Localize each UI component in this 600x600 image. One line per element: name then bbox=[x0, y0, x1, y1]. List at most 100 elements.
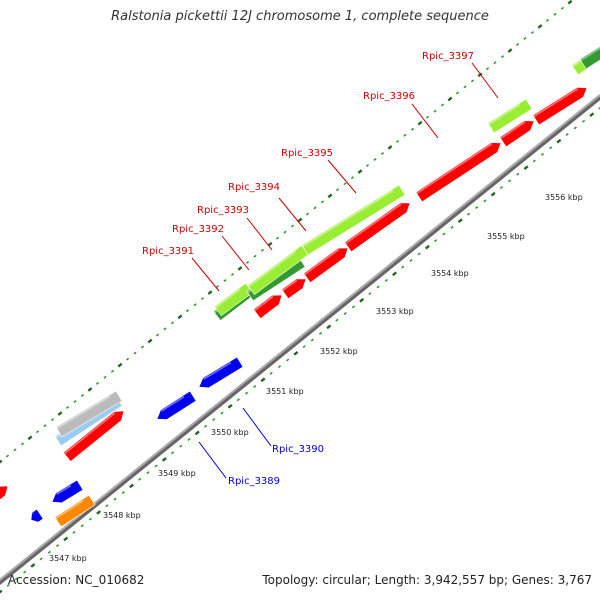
outer-dot-track bbox=[275, 236, 280, 240]
inner-tick-track bbox=[212, 418, 216, 422]
outer-dot-track bbox=[177, 314, 183, 320]
gene-feature bbox=[579, 38, 600, 70]
outer-dot-track bbox=[343, 182, 347, 186]
cds-arrow bbox=[344, 202, 411, 253]
inner-tick-track bbox=[368, 292, 372, 296]
outer-dot-track bbox=[155, 333, 160, 337]
outer-dot-track bbox=[553, 12, 557, 16]
outer-dot-track bbox=[440, 103, 445, 107]
outer-dot-track bbox=[117, 362, 123, 368]
outer-dot-track bbox=[463, 85, 467, 89]
outer-dot-track bbox=[5, 454, 10, 458]
tick-label: 3556 kbp bbox=[545, 193, 583, 202]
inner-tick-track bbox=[507, 179, 512, 183]
inner-tick-track bbox=[442, 232, 446, 236]
inner-tick-track bbox=[179, 444, 183, 448]
cds-arrow bbox=[303, 247, 349, 284]
gene-feature bbox=[487, 98, 533, 134]
outer-dot-track bbox=[133, 351, 137, 355]
outer-dot-track bbox=[57, 411, 63, 416]
outer-dot-track bbox=[523, 36, 527, 41]
inner-tick-track bbox=[424, 244, 430, 250]
gene-label: Rpic_3391 bbox=[142, 246, 194, 257]
outer-dot-track bbox=[103, 375, 107, 379]
outer-dot-track bbox=[395, 139, 400, 143]
inner-tick-track bbox=[556, 138, 562, 144]
outer-dot-track bbox=[200, 297, 205, 301]
inner-tick-track bbox=[589, 112, 595, 117]
outer-dot-track bbox=[403, 133, 407, 137]
inner-tick-track bbox=[516, 172, 520, 176]
outer-dot-track bbox=[447, 96, 453, 102]
inner-tick-track bbox=[417, 252, 421, 256]
inner-tick-track bbox=[113, 497, 117, 501]
cds-arrow-reverse bbox=[198, 356, 244, 389]
outer-dot-track bbox=[373, 157, 377, 162]
genome-summary-text: Topology: circular; Length: 3,942,557 bp… bbox=[262, 573, 592, 587]
outer-dot-track bbox=[327, 193, 333, 199]
inner-tick-track bbox=[532, 159, 536, 163]
inner-tick-track bbox=[121, 491, 125, 495]
inner-tick-track bbox=[450, 225, 454, 229]
inner-tick-track bbox=[490, 191, 496, 197]
outer-dot-track bbox=[80, 393, 85, 397]
cds-arrow bbox=[62, 410, 125, 462]
label-leader bbox=[242, 407, 272, 447]
outer-dot-track bbox=[147, 338, 153, 344]
label-leader bbox=[278, 197, 307, 232]
inner-tick-track bbox=[39, 557, 43, 561]
inner-tick-track bbox=[55, 544, 60, 548]
outer-dot-track bbox=[335, 188, 340, 192]
labels: 3547 kbp 3548 kbp 3549 kbp 3550 kbp 3551 kbp… bbox=[49, 51, 583, 563]
inner-tick-track bbox=[154, 464, 158, 468]
tick-label: 3555 kbp bbox=[487, 232, 525, 241]
outer-dot-track bbox=[170, 321, 175, 325]
outer-dot-track bbox=[515, 43, 520, 47]
inner-tick-track bbox=[227, 404, 233, 409]
outer-dot-track bbox=[455, 91, 460, 95]
inner-tick-track bbox=[401, 265, 405, 269]
inner-tick-track bbox=[499, 186, 503, 190]
inner-tick-track bbox=[146, 471, 150, 475]
outer-dot-track bbox=[560, 6, 565, 10]
outer-dot-track bbox=[20, 442, 25, 446]
gene-feature bbox=[54, 494, 96, 528]
cds-arrow bbox=[415, 142, 502, 203]
outer-dot-track bbox=[320, 200, 325, 204]
inner-tick-track bbox=[23, 570, 27, 574]
gene-label: Rpic_3394 bbox=[228, 182, 280, 193]
tick-label: 3552 kbp bbox=[320, 347, 358, 356]
cds-arrow bbox=[253, 294, 283, 319]
tick-label: 3550 kbp bbox=[211, 428, 249, 437]
cds-arrow-reverse bbox=[156, 390, 197, 420]
inner-tick-track bbox=[286, 358, 290, 362]
outer-dot-track bbox=[530, 30, 535, 34]
inner-tick-track bbox=[293, 350, 299, 356]
outer-dot-track bbox=[245, 260, 250, 264]
outer-dot-track bbox=[305, 212, 310, 216]
outer-dot-track bbox=[493, 61, 497, 65]
outer-dot-track bbox=[43, 424, 47, 428]
inner-tick-track bbox=[269, 371, 273, 375]
inner-tick-track bbox=[573, 126, 577, 130]
cds-arrow-reverse bbox=[51, 479, 84, 504]
inner-tick-track bbox=[302, 345, 306, 349]
inner-tick-track bbox=[72, 530, 76, 534]
inner-tick-track bbox=[80, 524, 84, 528]
inner-tick-track bbox=[343, 312, 347, 316]
inner-tick-track bbox=[310, 338, 314, 342]
outer-dot-track bbox=[537, 24, 543, 29]
label-leader bbox=[198, 441, 227, 479]
inner-tick-track bbox=[30, 563, 36, 568]
gene-label: Rpic_3395 bbox=[281, 148, 333, 159]
outer-dot-track bbox=[185, 309, 190, 313]
map-title: Ralstonia pickettii 12J chromosome 1, co… bbox=[111, 9, 489, 24]
outer-dot-track bbox=[13, 448, 17, 452]
outer-dot-track bbox=[207, 290, 213, 295]
outer-dot-track bbox=[260, 248, 265, 252]
outer-dot-track bbox=[193, 303, 197, 307]
inner-tick-track bbox=[277, 365, 282, 369]
label-leader bbox=[411, 103, 439, 139]
inner-tick-track bbox=[457, 218, 463, 224]
rna-feature bbox=[55, 390, 123, 438]
